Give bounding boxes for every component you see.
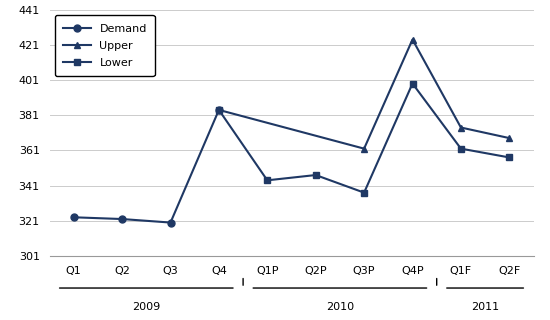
Lower (506, 156, 513, 159)
Lower (409, 82, 416, 85)
Upper (361, 147, 367, 150)
Text: 2009: 2009 (132, 302, 161, 312)
Line: Demand: Demand (70, 107, 222, 226)
Text: 2010: 2010 (326, 302, 354, 312)
Demand (167, 220, 174, 224)
Demand (70, 215, 77, 219)
Lower (264, 178, 271, 182)
Lower (458, 147, 464, 150)
Lower (312, 173, 319, 177)
Demand (216, 108, 222, 112)
Lower (216, 108, 222, 112)
Upper (409, 37, 416, 41)
Line: Lower: Lower (216, 80, 513, 196)
Demand (119, 217, 125, 221)
Lower (361, 191, 367, 195)
Legend: Demand, Upper, Lower: Demand, Upper, Lower (55, 15, 155, 76)
Text: 2011: 2011 (471, 302, 499, 312)
Upper (506, 136, 513, 140)
Upper (458, 125, 464, 129)
Upper (216, 108, 222, 112)
Line: Upper: Upper (216, 36, 513, 152)
